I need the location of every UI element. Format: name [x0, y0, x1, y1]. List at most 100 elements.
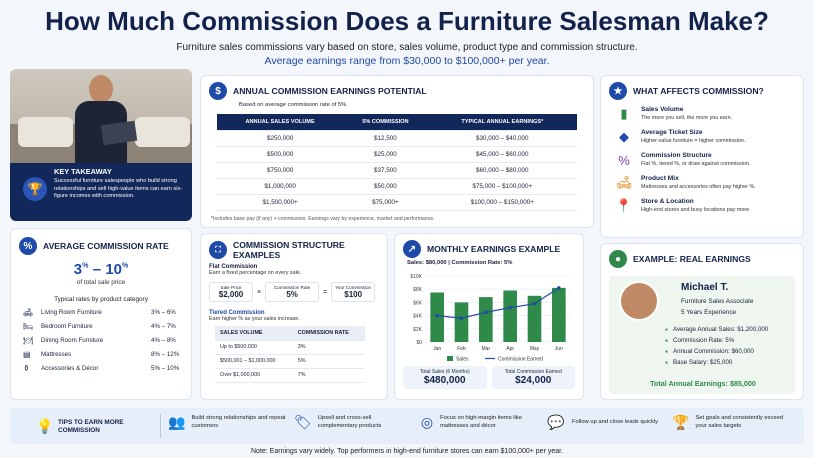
stat-text: Average Annual Sales: $1,200,000 [673, 326, 769, 333]
avg-rate-caption: of total sale price [76, 279, 126, 286]
people-icon: 👥 [168, 414, 186, 430]
category-value: 5% – 10% [151, 365, 180, 372]
table-row: $750,000 $37,500 $60,000 – $80,000 [217, 162, 577, 179]
factor-title: Commission Structure [641, 152, 712, 159]
location-icon: 📍 [615, 198, 633, 213]
bar-sales [552, 287, 566, 342]
table-row: Over $1,000,000 7% [215, 368, 365, 383]
table-cell: Over $1,000,000 [215, 368, 293, 383]
table-cell: 7% [292, 368, 365, 383]
legend-sales: Sales [456, 357, 469, 363]
bar-sales [479, 297, 493, 342]
table-cell: $60,000 – $80,000 [427, 162, 577, 179]
monthly-sub: Sales: $80,000 | Commission Rate: 5% [407, 260, 513, 266]
factor-item: ▮ Sales Volume The more you sell, the more… [615, 106, 795, 122]
table-cell: $25,000 [343, 146, 428, 163]
x-tick-label: May [530, 346, 540, 352]
trophy-icon: 🏆 [672, 414, 690, 430]
bar-chart-icon: ▮ [620, 106, 628, 121]
tip-item: ◎ Focus on high-margin items like mattres… [420, 414, 538, 431]
y-tick-label: $0 [416, 340, 422, 346]
tier-header: SALES VOLUME [215, 326, 293, 341]
tip-item: 👥 Build strong relationships and repeat c… [168, 414, 286, 431]
table-cell: $75,000 – $100,000+ [427, 178, 577, 195]
stat-row: ● Base Salary: $25,000 [665, 359, 768, 366]
trophy-icon: 🏆 [23, 177, 47, 201]
table-cell: Up to $500,000 [215, 340, 293, 355]
table-cell: 5% [292, 354, 365, 369]
structure-card: ⛶ COMMISSION STRUCTURE EXAMPLES Flat Comm… [200, 233, 388, 400]
table-row: $250,000 $12,500 $30,000 – $40,000 [217, 130, 577, 147]
annual-header: TYPICAL ANNUAL EARNINGS* [427, 114, 577, 131]
page-title: How Much Commission Does a Furniture Sal… [45, 6, 769, 36]
table-cell: $500,001 – $1,000,000 [215, 354, 293, 369]
tips-title: TIPS TO EARN MORE COMMISSION [58, 419, 124, 435]
salesman-photo [10, 69, 192, 163]
category-row: ⚱ Accessories & Décor 5% – 10% [19, 364, 183, 373]
category-icon: ⚱ [23, 364, 30, 373]
sofa-icon: 🛋 [615, 175, 633, 190]
key-takeaway: 🏆 KEY TAKEAWAY Successful furniture sale… [10, 163, 192, 221]
subtitle: Furniture sales commissions vary based o… [176, 42, 638, 53]
table-cell: $37,500 [343, 162, 428, 179]
avg-rate-title: AVERAGE COMMISSION RATE [43, 241, 169, 251]
tag-icon: 🏷 [294, 414, 312, 430]
total-comm-box: Total Commission Earned $24,000 [491, 366, 575, 389]
factors-title: WHAT AFFECTS COMMISSION? [633, 86, 764, 96]
bar-sales [503, 290, 517, 342]
category-row: 🍽 Dining Room Furniture 4% – 8% [19, 336, 183, 345]
avg-rate-sub: Typical rates by product category [54, 296, 148, 303]
table-cell: $12,500 [343, 130, 428, 147]
commission-point [508, 305, 512, 310]
table-row: $1,000,000 $50,000 $75,000 – $100,000+ [217, 178, 577, 195]
tip-text: Follow up and close leads quickly [572, 418, 659, 425]
factor-item: ◆ Average Ticket Size Higher-value furnitu… [615, 129, 795, 145]
pct-sup: % [122, 262, 129, 270]
tip-item: 🏷 Upsell and cross-sell complementary pro… [294, 414, 412, 431]
chat-icon: 💬 [547, 414, 565, 430]
example-panel: Michael T. Furniture Sales Associate 5 Y… [609, 276, 795, 394]
category-label: Bedroom Furniture [41, 323, 93, 330]
check-icon: ● [665, 326, 669, 333]
table-row: $500,001 – $1,000,000 5% [215, 354, 365, 369]
bar-sales [454, 302, 469, 342]
tier-title: Tiered Commission [209, 310, 265, 316]
takeaway-text: Successful furniture salespeople who bui… [54, 178, 183, 200]
commission-point [484, 310, 488, 315]
commission-point [459, 316, 464, 321]
y-tick-label: $4K [413, 314, 423, 320]
avatar [619, 281, 659, 321]
target-icon: ◎ [420, 414, 434, 430]
table-cell: $30,000 – $40,000 [427, 130, 577, 147]
tip-item: 🏆 Set goals and consistently exceed your … [672, 414, 790, 431]
tip-text: Set goals and consistently exceed your s… [695, 414, 784, 429]
flat-title: Flat Commission [209, 264, 258, 270]
annual-sub: Based on average commission rate of 5% [239, 102, 347, 108]
tip-item: 💬 Follow up and close leads quickly [546, 414, 664, 431]
factor-item: % Commission Structure Flat %, tiered %, o… [615, 152, 795, 168]
legend-sales-swatch [447, 356, 453, 361]
table-cell: $50,000 [343, 178, 428, 195]
person-name: Michael T. [681, 282, 729, 293]
table-cell: 3% [292, 340, 365, 355]
footer-note: Note: Earnings vary widely. Top performe… [251, 448, 563, 455]
person-icon: ● [609, 250, 627, 268]
stat-text: Base Salary: $25,000 [673, 359, 733, 366]
category-icon: ▤ [23, 350, 31, 359]
tip-text: Focus on high-margin items like mattress… [440, 414, 522, 429]
factor-item: 🛋 Product Mix Mattresses and accessories o… [615, 175, 795, 191]
annual-title: ANNUAL COMMISSION EARNINGS POTENTIAL [233, 86, 427, 96]
category-label: Dining Room Furniture [41, 337, 104, 344]
flat-formula: Sale Price $2,000 × Commission Rate 5% = Y… [209, 282, 379, 302]
factor-title: Product Mix [641, 175, 679, 182]
subtitle-range: Average earnings range from $30,000 to $… [264, 55, 550, 67]
category-row: ▤ Mattresses 8% – 12% [19, 350, 183, 359]
x-tick-label: Mar [482, 346, 491, 352]
trend-icon: ↗ [403, 240, 421, 258]
stat-row: ● Commission Rate: 5% [665, 337, 768, 344]
commission-line [437, 287, 560, 319]
category-row: 🛏 Bedroom Furniture 4% – 7% [19, 322, 183, 331]
stat-text: Annual Commission: $60,000 [673, 348, 754, 355]
category-value: 8% – 12% [151, 351, 180, 358]
tip-text: Build strong relationships and repeat cu… [191, 414, 286, 429]
